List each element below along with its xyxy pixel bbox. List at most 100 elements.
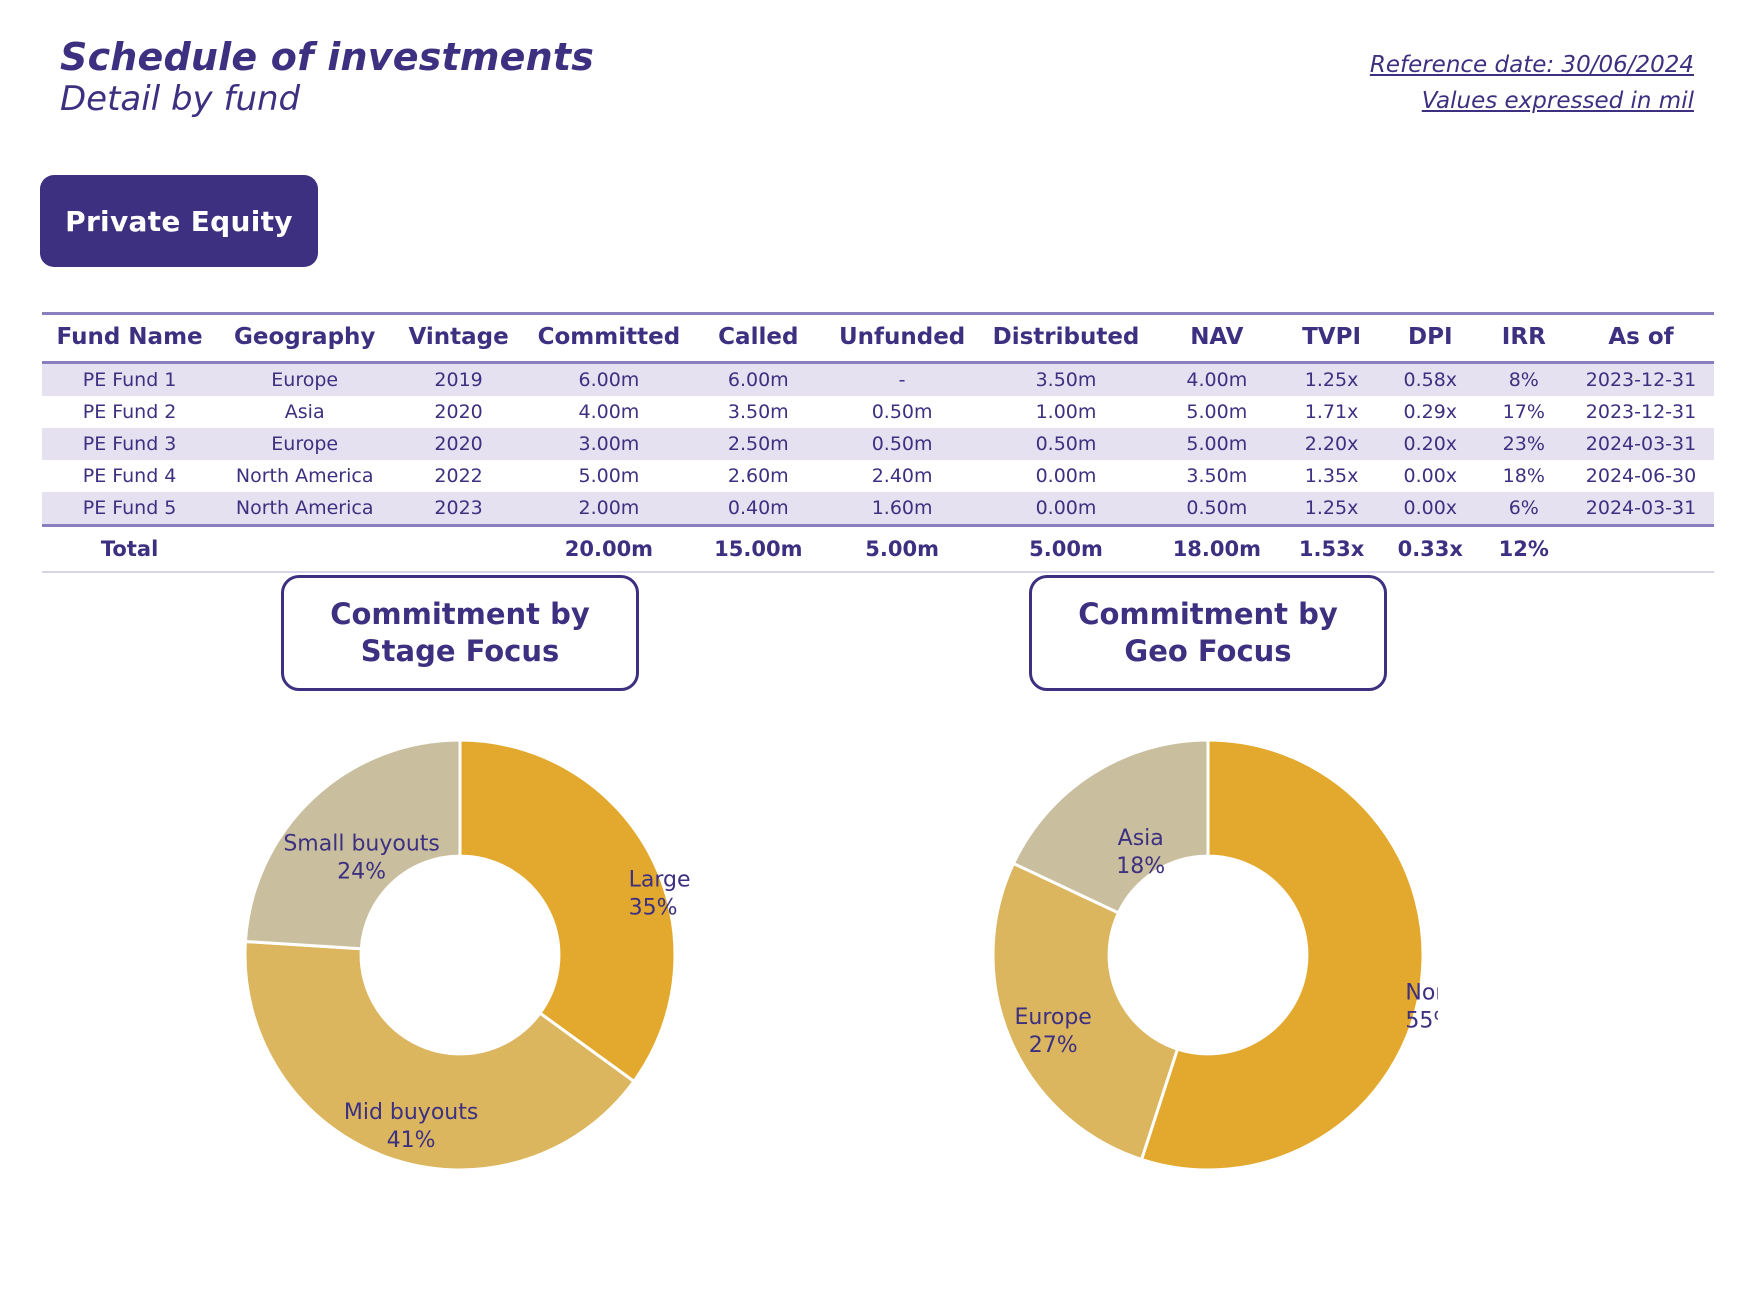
table-body: PE Fund 1 Europe 2019 6.00m 6.00m -3.50m 4.00m… xyxy=(42,362,1714,572)
cell-dpi: 0.20x xyxy=(1380,428,1480,460)
table-row[interactable]: PE Fund 1 Europe 2019 6.00m 6.00m -3.50m 4.00m… xyxy=(42,362,1714,396)
column-header-vintage[interactable]: Vintage xyxy=(408,324,509,350)
tab-private-equity-label: Private Equity xyxy=(65,204,293,238)
cell-vintage: 2022 xyxy=(434,465,483,487)
cell-distributed: 0.50m xyxy=(980,428,1152,460)
donut-slice-large-buyouts[interactable] xyxy=(458,738,677,1084)
cell-distributed: 0.00m xyxy=(1035,465,1097,487)
chart-title-geo-focus-line1: Commitment by xyxy=(1078,597,1338,631)
cell-dpi: 0.00x xyxy=(1403,465,1458,487)
column-header-unfunded[interactable]: Unfunded xyxy=(838,324,966,350)
cell-vintage: 2023 xyxy=(392,492,525,526)
page-title: Schedule of investments xyxy=(60,35,595,79)
cell-distributed: 0.00m xyxy=(980,492,1152,526)
column-header-geography[interactable]: Geography xyxy=(233,324,376,350)
cell-irr: 17% xyxy=(1502,401,1545,423)
donut-label-mid-buyouts: Mid buyouts 41% xyxy=(344,1100,478,1153)
table-row[interactable]: PE Fund 4 North America 2022 5.00m 2.60m 2.40… xyxy=(42,460,1714,492)
donut-slice-europe[interactable] xyxy=(991,861,1180,1162)
cell-called: 6.00m xyxy=(692,362,824,396)
cell-vintage: 2020 xyxy=(434,401,483,423)
cell-called: 0.40m xyxy=(692,492,824,526)
cell-nav: 0.50m xyxy=(1151,492,1283,526)
cell-irr: 18% xyxy=(1502,465,1545,487)
donut-label-north-america: North America55% xyxy=(1405,981,1438,1034)
chart-title-geo-focus: Commitment by Geo Focus xyxy=(1029,575,1387,692)
total-cell-irr: 12% xyxy=(1479,525,1568,572)
cell-committed: 6.00m xyxy=(524,362,693,396)
cell-fund-name: PE Fund 4 xyxy=(82,465,177,487)
cell-tvpi: 1.71x xyxy=(1304,401,1359,423)
cell-fund-name: PE Fund 5 xyxy=(42,492,218,526)
cell-irr: 23% xyxy=(1479,428,1568,460)
donut-slice-mid-buyouts[interactable] xyxy=(243,939,637,1172)
table-row[interactable]: PE Fund 2 Asia 2020 4.00m 3.50m 0.50m 1.00m 5.0… xyxy=(42,396,1714,428)
cell-nav: 5.00m xyxy=(1186,401,1248,423)
cell-geography: Asia xyxy=(284,401,325,423)
total-cell-dpi: 0.33x xyxy=(1380,525,1480,572)
cell-fund-name: PE Fund 3 xyxy=(42,428,218,460)
cell-as-of: 2024-06-30 xyxy=(1585,465,1697,487)
cell-vintage: 2020 xyxy=(392,428,525,460)
header-meta: Reference date: 30/06/2024 Values expres… xyxy=(1370,48,1694,119)
donut-label-small-buyouts: Small buyouts 24% xyxy=(283,832,440,885)
total-cell-distributed: 5.00m xyxy=(980,525,1152,572)
column-header-irr[interactable]: IRR xyxy=(1501,324,1546,350)
cell-called: 2.60m xyxy=(727,465,789,487)
cell-fund-name: PE Fund 2 xyxy=(82,401,177,423)
donut-label-europe: Europe 27% xyxy=(1014,1005,1091,1058)
cell-committed: 5.00m xyxy=(578,465,640,487)
total-cell-geography xyxy=(217,525,393,572)
column-header-as-of[interactable]: As of xyxy=(1608,324,1674,350)
total-cell-committed: 20.00m xyxy=(524,525,693,572)
cell-dpi: 0.58x xyxy=(1380,362,1480,396)
cell-nav: 5.00m xyxy=(1151,428,1283,460)
column-header-committed[interactable]: Committed xyxy=(537,324,681,350)
column-header-distributed[interactable]: Distributed xyxy=(992,324,1140,350)
cell-geography: North America xyxy=(235,465,374,487)
cell-unfunded: 1.60m xyxy=(823,492,981,526)
total-cell-vintage xyxy=(392,525,525,572)
cell-geography: Europe xyxy=(217,428,393,460)
cell-committed: 2.00m xyxy=(524,492,693,526)
chart-title-geo-focus-line2: Geo Focus xyxy=(1124,634,1292,669)
table-row[interactable]: PE Fund 5 North America 2023 2.00m 0.40m 1.60… xyxy=(42,492,1714,526)
donut-slice-small-buyouts[interactable] xyxy=(243,738,462,951)
cell-as-of: 2024-03-31 xyxy=(1567,428,1714,460)
chart-panel-geo-focus: Commitment by Geo Focus North America55%… xyxy=(858,575,1558,1275)
page-subtitle: Detail by fund xyxy=(60,78,301,119)
cell-vintage: 2019 xyxy=(392,362,525,396)
cell-as-of: 2023-12-31 xyxy=(1585,401,1697,423)
cell-geography: Europe xyxy=(217,362,393,396)
chart-title-stage-focus: Commitment by Stage Focus xyxy=(281,575,639,692)
cell-tvpi: 1.25x xyxy=(1282,362,1381,396)
column-header-nav[interactable]: NAV xyxy=(1190,324,1244,350)
tab-private-equity[interactable]: Private Equity xyxy=(40,175,318,267)
page-header: Schedule of investments Detail by fund R… xyxy=(0,0,1752,150)
cell-committed: 3.00m xyxy=(524,428,693,460)
donut-slice-asia[interactable] xyxy=(1011,738,1210,915)
chart-title-stage-focus-line1: Commitment by xyxy=(330,597,590,631)
column-header-tvpi[interactable]: TVPI xyxy=(1302,324,1362,350)
cell-unfunded: 2.40m xyxy=(871,465,933,487)
column-header-called[interactable]: Called xyxy=(718,324,799,350)
table-header: Fund Name Geography Vintage Committed Ca… xyxy=(42,313,1714,363)
table-total-row: Total 20.00m 15.00m 5.00m 5.00m 18.00m 1.53x 0.… xyxy=(42,525,1714,572)
cell-unfunded: - xyxy=(823,362,981,396)
column-header-dpi[interactable]: DPI xyxy=(1408,324,1453,350)
title-block: Schedule of investments Detail by fund xyxy=(60,35,595,119)
cell-dpi: 0.29x xyxy=(1403,401,1458,423)
cell-irr: 6% xyxy=(1479,492,1568,526)
column-header-fund-name[interactable]: Fund Name xyxy=(56,324,203,350)
cell-called: 3.50m xyxy=(727,401,789,423)
donut-label-large-buyouts: Large buyouts35% xyxy=(629,867,690,920)
total-cell-nav: 18.00m xyxy=(1151,525,1283,572)
cell-committed: 4.00m xyxy=(578,401,640,423)
cell-fund-name: PE Fund 1 xyxy=(42,362,218,396)
table-row[interactable]: PE Fund 3 Europe 2020 3.00m 2.50m 0.50m 0.50m 5… xyxy=(42,428,1714,460)
donut-slice-north-america[interactable] xyxy=(1139,738,1425,1172)
